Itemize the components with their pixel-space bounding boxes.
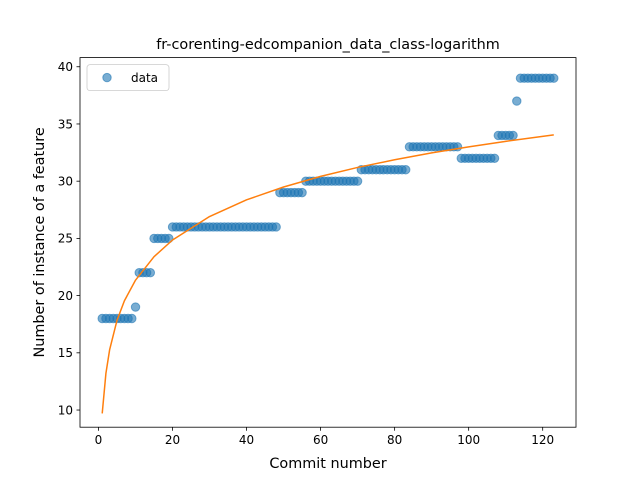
scatter-point bbox=[145, 268, 156, 278]
y-axis-ticks: 10 15 20 25 30 35 40 bbox=[58, 60, 80, 417]
fit-line bbox=[101, 134, 554, 414]
axes-spines bbox=[79, 57, 577, 428]
y-tick-label: 20 bbox=[58, 289, 73, 303]
y-tick-label: 30 bbox=[58, 174, 73, 188]
scatter-point bbox=[127, 313, 137, 324]
x-tick-label: 60 bbox=[313, 433, 328, 447]
plot-area: 0 20 40 60 80 100 120 10 15 20 25 30 35 40 bbox=[58, 57, 577, 447]
scatter-point bbox=[512, 96, 522, 106]
y-tick-label: 10 bbox=[58, 403, 73, 417]
legend-marker bbox=[102, 72, 112, 83]
legend-label: data bbox=[131, 71, 158, 85]
y-axis-label: Number of instance of a feature bbox=[32, 127, 48, 357]
y-tick-label: 25 bbox=[58, 232, 73, 246]
x-axis-ticks: 0 20 40 60 80 100 120 bbox=[95, 427, 554, 447]
scatter-point bbox=[508, 130, 518, 141]
x-tick-label: 80 bbox=[387, 433, 402, 447]
x-tick-label: 120 bbox=[531, 433, 554, 447]
x-tick-label: 20 bbox=[165, 433, 180, 447]
scatter-point bbox=[352, 176, 363, 186]
scatter-point bbox=[130, 302, 141, 312]
y-tick-label: 15 bbox=[58, 346, 73, 360]
x-axis-label: Commit number bbox=[269, 456, 386, 472]
legend: data bbox=[86, 64, 170, 91]
scatter-point bbox=[549, 73, 559, 83]
y-tick-label: 40 bbox=[58, 60, 73, 74]
x-tick-label: 0 bbox=[95, 433, 103, 447]
chart-title: fr-corenting-edcompanion_data_class-loga… bbox=[156, 37, 500, 53]
y-tick-label: 35 bbox=[58, 117, 73, 131]
scatter-point bbox=[489, 153, 500, 163]
scatter-point bbox=[297, 187, 307, 198]
legend-box bbox=[86, 64, 170, 91]
x-tick-label: 100 bbox=[457, 433, 480, 447]
scatter-point bbox=[271, 222, 281, 232]
scatter-point bbox=[401, 165, 411, 175]
x-tick-label: 40 bbox=[239, 433, 254, 447]
data-marks bbox=[97, 73, 559, 414]
